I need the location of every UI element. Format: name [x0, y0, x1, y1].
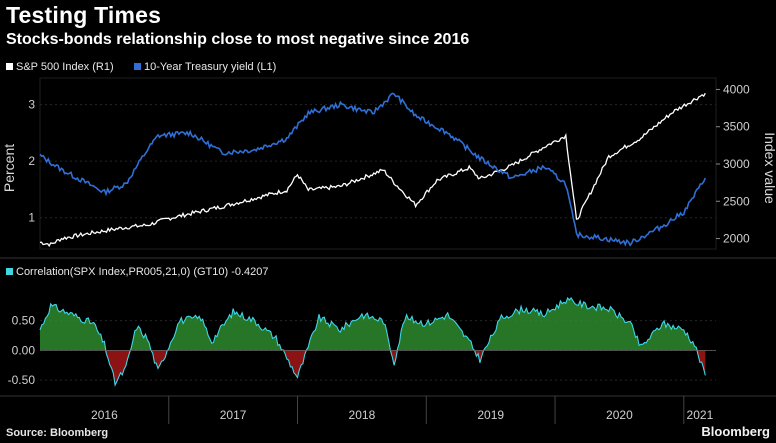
- left-tick-label: 1: [28, 211, 35, 225]
- correlation-positive-area: [40, 297, 706, 351]
- page-title: Testing Times: [6, 2, 162, 28]
- top-panel-frame: [39, 77, 717, 250]
- legend-label-yield: 10-Year Treasury yield (L1): [144, 61, 276, 73]
- top-grid: [40, 104, 716, 219]
- correlation-tick-label: -0.50: [8, 373, 36, 387]
- left-tick-label: 2: [28, 154, 35, 168]
- right-axis-ticks: 2000 2500 3000 3500 4000: [716, 82, 750, 246]
- right-axis-label: Index value: [762, 132, 776, 204]
- brand-logo: Bloomberg: [701, 424, 770, 439]
- x-tick-label: 2018: [349, 408, 376, 422]
- series-line-spx: [40, 92, 706, 248]
- top-legend: S&P 500 Index (R1) 10-Year Treasury yiel…: [6, 61, 276, 73]
- correlation-tick-label: 0.00: [12, 343, 36, 357]
- left-axis-label: Percent: [1, 144, 17, 192]
- x-tick-label: 2019: [477, 408, 504, 422]
- x-tick-label: 2020: [606, 408, 633, 422]
- source-note: Source: Bloomberg: [6, 427, 109, 439]
- right-tick-label: 3500: [723, 120, 750, 134]
- correlation-axis-ticks: 0.50 0.00 -0.50: [8, 314, 36, 387]
- legend-swatch-spx: [6, 63, 13, 70]
- correlation-tick-label: 0.50: [12, 314, 36, 328]
- legend-label-correlation: Correlation(SPX Index,PR005,21,0) (GT10)…: [16, 266, 269, 278]
- legend-label-spx: S&P 500 Index (R1): [16, 61, 114, 73]
- x-tick-label: 2017: [220, 408, 247, 422]
- legend-swatch-yield: [134, 63, 141, 70]
- legend-swatch-correlation: [6, 268, 13, 275]
- x-tick-label: 2021: [687, 408, 714, 422]
- x-axis-ticks: 2016 2017 2018 2019 2020 2021: [0, 395, 776, 424]
- top-panel: S&P 500 Index (R1) 10-Year Treasury yiel…: [1, 61, 776, 250]
- page-subtitle: Stocks-bonds relationship close to most …: [6, 31, 470, 48]
- x-tick-label: 2016: [91, 408, 118, 422]
- right-tick-label: 4000: [723, 82, 750, 96]
- bottom-panel: Correlation(SPX Index,PR005,21,0) (GT10)…: [0, 266, 776, 424]
- right-tick-label: 3000: [723, 157, 750, 171]
- right-tick-label: 2000: [723, 232, 750, 246]
- left-axis-ticks: 1 2 3: [28, 98, 35, 225]
- left-tick-label: 3: [28, 98, 35, 112]
- series-line-yield: [39, 92, 707, 247]
- right-tick-label: 2500: [723, 194, 750, 208]
